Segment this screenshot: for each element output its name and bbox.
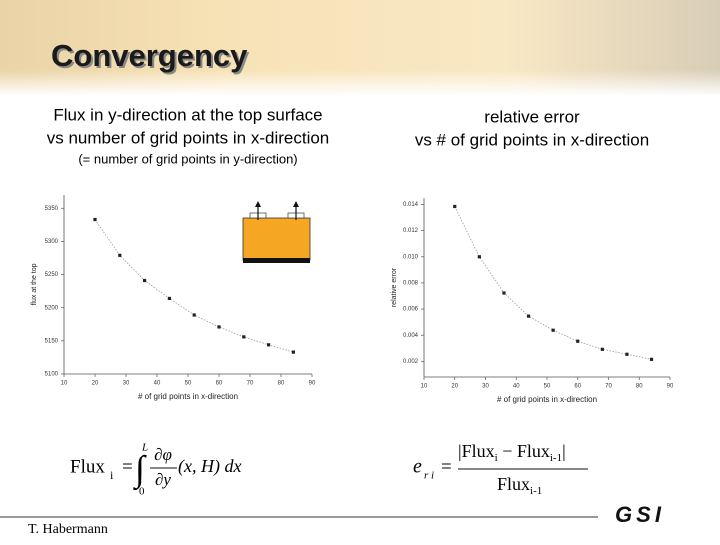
- header-fade: [0, 70, 720, 96]
- formula-text: |Fluxi − Fluxi-1|: [458, 441, 566, 463]
- formula-text: − Flux: [498, 441, 550, 461]
- formula-text: Flux: [70, 456, 105, 477]
- data-point: [118, 253, 122, 257]
- y-tick-label: 0.010: [403, 254, 419, 260]
- data-point: [267, 343, 271, 347]
- data-point: [93, 217, 97, 222]
- formula-text: Fluxi-1: [497, 474, 542, 496]
- formula-text: ∂φ: [154, 445, 172, 464]
- formula-left: Flux i = ∫ L 0 ∂φ ∂y (x, H) dx: [70, 442, 241, 498]
- x-tick-label: 20: [92, 381, 99, 387]
- series-line: [454, 206, 652, 360]
- y-tick-label: 5150: [45, 338, 59, 344]
- data-point: [649, 357, 654, 361]
- x-tick-label: 90: [309, 381, 316, 387]
- formula-text: i: [110, 468, 114, 482]
- data-point: [242, 335, 246, 339]
- formula-text: =: [122, 456, 133, 477]
- title-shadow: Convergency: [53, 40, 250, 75]
- formula-text: ∂y: [155, 470, 171, 489]
- x-tick-label: 30: [123, 381, 130, 387]
- formula-text: L: [141, 442, 148, 454]
- x-tick-label: 60: [216, 381, 223, 387]
- data-point: [192, 313, 196, 317]
- y-tick-label: 0.014: [403, 202, 419, 208]
- formula-text: |: [562, 441, 566, 461]
- y-axis-label: flux at the top: [31, 263, 38, 305]
- chart: 5100 5150 5200 5250 5300 5350 10 20 30 40 50 60 70 80…: [31, 195, 316, 401]
- chart-heading: Flux in y-direction at the top surface: [53, 105, 322, 124]
- x-tick-label: 90: [667, 384, 674, 390]
- formula-text: Flux: [497, 474, 530, 494]
- y-tick-label: 0.002: [403, 359, 419, 365]
- x-axis-label: # of grid points in x-direction: [138, 392, 238, 401]
- y-tick-label: 5350: [45, 206, 59, 212]
- logo: GSI: [615, 502, 665, 527]
- x-tick-label: 10: [421, 384, 428, 390]
- chart-heading: vs # of grid points in x-direction: [415, 130, 649, 149]
- data-point: [143, 278, 147, 283]
- integral-sign: ∫: [133, 448, 147, 490]
- y-tick-label: 0.012: [403, 228, 419, 234]
- x-tick-label: 10: [61, 381, 68, 387]
- chart-heading: relative error: [484, 107, 580, 126]
- formula-text: =: [441, 456, 452, 477]
- y-tick-label: 5300: [45, 239, 59, 245]
- x-tick-label: 40: [154, 381, 161, 387]
- data-point: [453, 204, 457, 209]
- formula-text: r i: [424, 470, 434, 482]
- x-tick-label: 70: [247, 381, 254, 387]
- formula-text: 0: [139, 486, 145, 498]
- formula-text: |Flux: [458, 441, 495, 461]
- x-tick-label: 50: [544, 384, 551, 390]
- x-tick-label: 50: [185, 381, 192, 387]
- data-point: [551, 328, 555, 332]
- chart-subheading: (= number of grid points in y-direction): [78, 151, 297, 166]
- x-tick-label: 20: [451, 384, 458, 390]
- data-point: [625, 352, 629, 356]
- chart-heading: vs number of grid points in x-direction: [47, 128, 330, 147]
- formula-right: e r i = |Fluxi − Fluxi-1| Fluxi-1: [413, 441, 588, 497]
- data-point: [576, 339, 580, 343]
- y-tick-label: 0.008: [403, 281, 419, 287]
- data-point: [502, 291, 506, 295]
- x-tick-label: 40: [513, 384, 520, 390]
- author: T. Habermann: [28, 522, 108, 537]
- y-tick-label: 5200: [45, 305, 59, 311]
- formula-text: (x, H) dx: [178, 456, 241, 477]
- data-point: [477, 255, 481, 259]
- y-axis-label: relative error: [391, 267, 398, 307]
- x-tick-label: 70: [605, 384, 612, 390]
- title: Convergency: [51, 38, 248, 73]
- x-tick-label: 80: [278, 381, 285, 387]
- data-point: [600, 347, 604, 351]
- x-axis-label: # of grid points in x-direction: [497, 395, 597, 404]
- y-tick-label: 0.006: [403, 307, 419, 313]
- chart: 0.002 0.004 0.006 0.008 0.010 0.012 0.014 10 20 3…: [391, 198, 674, 404]
- x-tick-label: 60: [574, 384, 581, 390]
- x-tick-label: 30: [482, 384, 489, 390]
- data-point: [167, 296, 171, 301]
- data-point: [291, 350, 295, 354]
- formula-text: e: [413, 456, 422, 478]
- y-tick-label: 5250: [45, 272, 59, 278]
- formula-text: i: [495, 452, 498, 464]
- formula-text: i-1: [530, 485, 542, 497]
- y-tick-label: 0.004: [403, 333, 419, 339]
- formula-text: i-1: [550, 452, 562, 464]
- y-tick-label: 5100: [45, 372, 59, 378]
- inset-diagram: [242, 201, 311, 263]
- data-point: [217, 325, 221, 329]
- x-tick-label: 80: [636, 384, 643, 390]
- data-point: [526, 314, 531, 318]
